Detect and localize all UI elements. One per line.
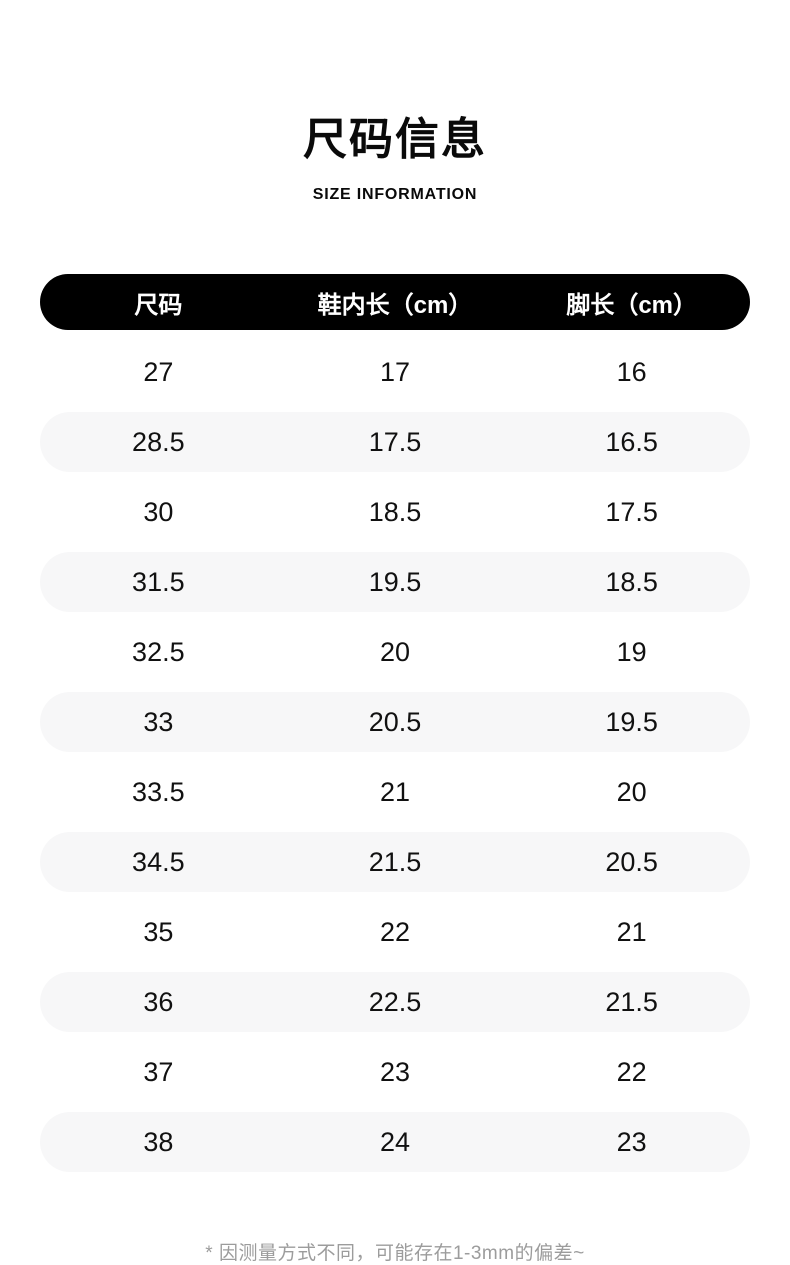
table-row: 35 22 21 (40, 902, 750, 962)
table-cell: 23 (616, 1126, 647, 1157)
table-cell: 18.5 (368, 496, 422, 527)
table-cell: 33.5 (132, 776, 185, 807)
table-cell: 19.5 (605, 706, 658, 737)
size-table-body: 27 17 16 28.5 17.5 16.5 30 18.5 17.5 31.5 19.5 18.5… (40, 342, 750, 1173)
column-header-size: 尺码 (134, 291, 183, 319)
table-row: 30 18.5 17.5 (40, 482, 750, 542)
page-header: 尺码信息 SIZE INFORMATION (0, 0, 790, 204)
table-cell: 24 (379, 1126, 411, 1157)
table-cell: 35 (143, 916, 174, 947)
table-row: 27 17 16 (40, 342, 750, 402)
table-cell: 16 (616, 356, 647, 387)
page-title: 尺码信息 (303, 115, 487, 164)
table-cell: 20.5 (368, 706, 422, 737)
table-cell: 36 (143, 986, 174, 1017)
table-cell: 21 (616, 916, 647, 947)
table-row: 38 24 23 (40, 1112, 750, 1173)
table-cell: 19 (616, 636, 647, 667)
table-cell: 20 (379, 636, 411, 667)
table-row: 28.5 17.5 16.5 (40, 412, 750, 473)
table-cell: 22.5 (368, 986, 422, 1017)
table-cell: 22 (379, 916, 411, 947)
table-cell: 21 (379, 776, 411, 807)
table-cell: 16.5 (605, 426, 658, 457)
table-cell: 17.5 (368, 426, 422, 457)
table-cell: 18.5 (605, 566, 658, 597)
table-cell: 30 (143, 496, 174, 527)
size-table-header-row: 尺码 鞋内长（cm） 脚长（cm） (40, 274, 750, 331)
column-header-foot-length: 脚长（cm） (566, 291, 698, 319)
table-row: 36 22.5 21.5 (40, 972, 750, 1033)
size-table: 尺码 鞋内长（cm） 脚长（cm） 27 17 16 28.5 17.5 16.5 30 18… (40, 274, 750, 1173)
page-subtitle: SIZE INFORMATION (312, 186, 478, 204)
table-cell: 23 (379, 1056, 411, 1087)
table-cell: 22 (616, 1056, 647, 1087)
table-cell: 34.5 (132, 846, 185, 877)
table-cell: 17 (379, 356, 411, 387)
table-cell: 33 (143, 706, 174, 737)
table-row: 34.5 21.5 20.5 (40, 832, 750, 893)
table-cell: 19.5 (368, 566, 422, 597)
table-cell: 28.5 (132, 426, 185, 457)
table-cell: 21.5 (605, 986, 658, 1017)
table-cell: 20 (616, 776, 647, 807)
table-cell: 37 (143, 1056, 174, 1087)
table-row: 33.5 21 20 (40, 762, 750, 822)
table-cell: 32.5 (132, 636, 185, 667)
table-row: 33 20.5 19.5 (40, 692, 750, 753)
footnote: * 因测量方式不同，可能存在1-3mm的偏差~ (205, 1243, 585, 1265)
table-row: 31.5 19.5 18.5 (40, 552, 750, 613)
table-cell: 17.5 (605, 496, 658, 527)
table-row: 32.5 20 19 (40, 622, 750, 682)
table-cell: 20.5 (605, 846, 658, 877)
table-row: 37 23 22 (40, 1042, 750, 1102)
column-header-inner-length: 鞋内长（cm） (317, 291, 473, 319)
table-cell: 31.5 (132, 566, 185, 597)
table-cell: 27 (143, 356, 174, 387)
table-cell: 21.5 (368, 846, 422, 877)
table-cell: 38 (143, 1126, 174, 1157)
